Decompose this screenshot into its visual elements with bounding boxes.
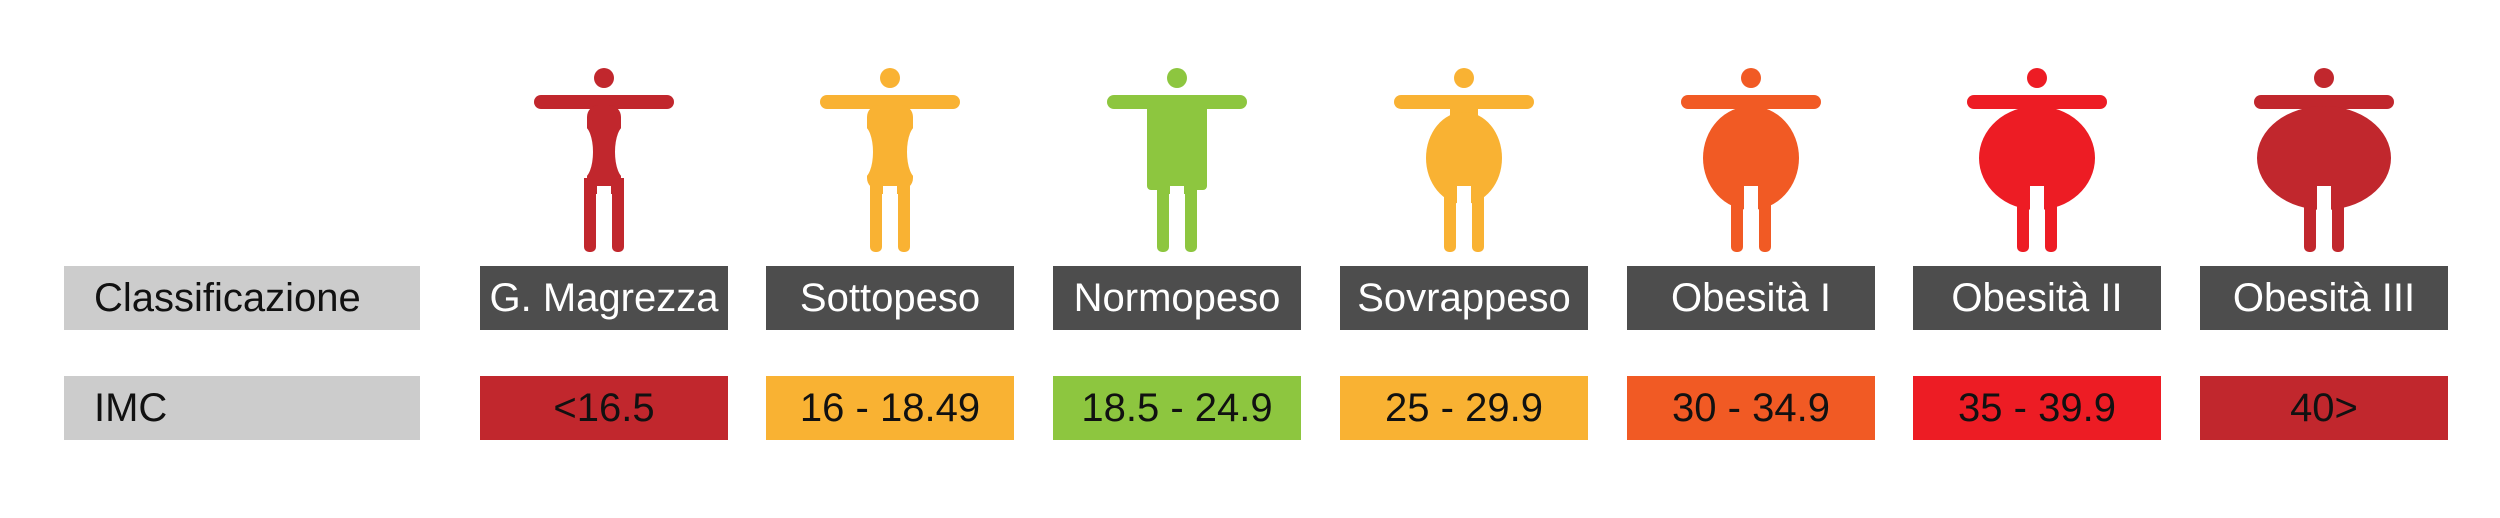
figure-leg xyxy=(1157,180,1169,252)
figure-leg xyxy=(584,180,596,252)
figure-leg xyxy=(2045,180,2057,252)
figure-leg xyxy=(612,180,624,252)
person-silhouette-icon xyxy=(1340,60,1588,260)
imc-range-cell: 18.5 - 24.9 xyxy=(1053,376,1301,440)
imc-range-cell: 25 - 29.9 xyxy=(1340,376,1588,440)
figure-leg xyxy=(2304,180,2316,252)
classification-row-label: Classificazione xyxy=(64,266,420,330)
figure-arms xyxy=(1107,95,1247,109)
category-name-label: Normopeso xyxy=(1053,266,1301,330)
figure-leg xyxy=(1185,180,1197,252)
category-column: Obesità I 30 - 34.9 xyxy=(1627,60,1875,440)
figure-arms xyxy=(1967,95,2107,109)
category-name-label: Sovrappeso xyxy=(1340,266,1588,330)
figure-torso xyxy=(2257,106,2391,210)
category-column: Obesità II 35 - 39.9 xyxy=(1913,60,2161,440)
category-name-label: Obesità III xyxy=(2200,266,2448,330)
category-column: Obesità III 40> xyxy=(2200,60,2448,440)
figure-leg xyxy=(2017,180,2029,252)
category-name-label: Obesità I xyxy=(1627,266,1875,330)
person-silhouette-icon xyxy=(1913,60,2161,260)
figure-arms xyxy=(2254,95,2394,109)
figure-arms xyxy=(534,95,674,109)
category-name-label: Sottopeso xyxy=(766,266,1014,330)
figure-arms xyxy=(1681,95,1821,109)
category-column: G. Magrezza <16.5 xyxy=(480,60,728,440)
category-column: Normopeso 18.5 - 24.9 xyxy=(1053,60,1301,440)
figure-leg xyxy=(2332,180,2344,252)
figure-arms xyxy=(820,95,960,109)
figure-torso xyxy=(1703,106,1799,210)
person-silhouette-icon xyxy=(480,60,728,260)
figure-torso xyxy=(867,105,913,190)
imc-range-cell: 35 - 39.9 xyxy=(1913,376,2161,440)
figure-torso xyxy=(1979,106,2095,210)
figure-leg xyxy=(1759,180,1771,252)
figure-leg xyxy=(1444,180,1456,252)
figure-leg xyxy=(870,180,882,252)
imc-range-cell: 30 - 34.9 xyxy=(1627,376,1875,440)
person-silhouette-icon xyxy=(1053,60,1301,260)
figure-head xyxy=(1167,68,1187,88)
person-silhouette-icon xyxy=(766,60,1014,260)
category-name-label: Obesità II xyxy=(1913,266,2161,330)
figure-head xyxy=(880,68,900,88)
imc-range-cell: <16.5 xyxy=(480,376,728,440)
figure-head xyxy=(1454,68,1474,88)
figure-leg xyxy=(898,180,910,252)
figure-leg xyxy=(1731,180,1743,252)
person-silhouette-icon xyxy=(1627,60,1875,260)
figure-head xyxy=(594,68,614,88)
imc-range-cell: 16 - 18.49 xyxy=(766,376,1014,440)
figure-leg xyxy=(1472,180,1484,252)
figure-torso xyxy=(587,105,621,190)
figure-arms xyxy=(1394,95,1534,109)
category-column: Sovrappeso 25 - 29.9 xyxy=(1340,60,1588,440)
category-name-label: G. Magrezza xyxy=(480,266,728,330)
figure-head xyxy=(2314,68,2334,88)
imc-range-cell: 40> xyxy=(2200,376,2448,440)
figure-head xyxy=(2027,68,2047,88)
figure-torso xyxy=(1147,105,1207,190)
figure-head xyxy=(1741,68,1761,88)
category-column: Sottopeso 16 - 18.49 xyxy=(766,60,1014,440)
imc-row-label: IMC xyxy=(64,376,420,440)
person-silhouette-icon xyxy=(2200,60,2448,260)
